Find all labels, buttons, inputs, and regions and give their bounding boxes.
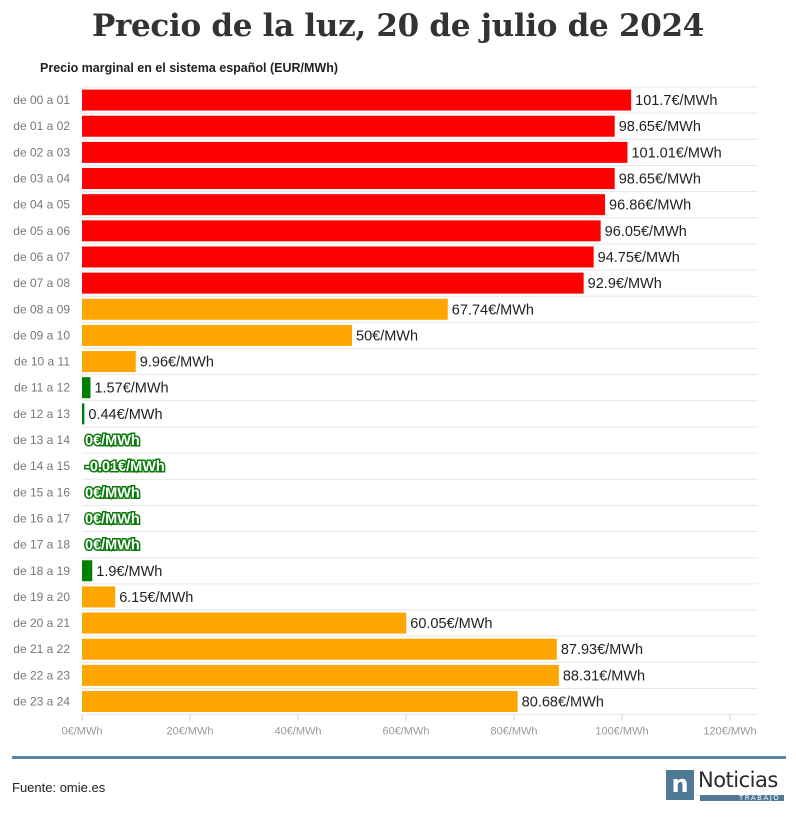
category-label: de 19 a 20 xyxy=(13,590,70,604)
bar-chart: de 00 a 01 101.7€/MWh de 01 a 02 98.65€/MWh… xyxy=(13,86,758,738)
bar-value-label: 80.68€/MWh xyxy=(522,695,604,711)
bar-value-label: 98.65€/MWh xyxy=(619,119,701,135)
x-tick-label: 0€/MWh xyxy=(62,726,103,738)
logo-wordmark: Noticias xyxy=(698,768,778,792)
bar xyxy=(82,560,93,582)
bar-value-label: 87.93€/MWh xyxy=(561,642,643,658)
bar-value-label: -0.01€/MWh xyxy=(85,459,165,475)
bar-value-label: 0€/MWh xyxy=(85,433,140,449)
bar-value-label: 0€/MWh xyxy=(85,538,140,554)
category-label: de 12 a 13 xyxy=(13,407,70,421)
category-label: de 08 a 09 xyxy=(13,302,70,316)
bar-value-label: 101.01€/MWh xyxy=(631,145,721,161)
bar-value-label: 1.57€/MWh xyxy=(94,381,168,397)
category-label: de 00 a 01 xyxy=(13,93,70,107)
bar xyxy=(82,141,628,163)
bar xyxy=(82,691,518,713)
chart-labels: de 00 a 01 101.7€/MWh de 01 a 02 98.65€/MWh… xyxy=(13,93,721,710)
bar-value-label: 88.31€/MWh xyxy=(563,668,645,684)
category-label: de 06 a 07 xyxy=(13,250,70,264)
chart-bars xyxy=(82,89,632,713)
bar-value-label: 67.74€/MWh xyxy=(452,302,534,318)
bar xyxy=(82,298,448,320)
category-label: de 22 a 23 xyxy=(13,668,70,682)
bar-value-label: 1.9€/MWh xyxy=(96,564,162,580)
bar xyxy=(82,351,136,373)
x-tick-label: 100€/MWh xyxy=(595,726,648,738)
bar xyxy=(82,324,352,346)
logo-mark: n xyxy=(666,770,694,800)
category-label: de 11 a 12 xyxy=(14,381,70,395)
bar-value-label: 94.75€/MWh xyxy=(598,250,680,266)
category-label: de 21 a 22 xyxy=(13,642,70,656)
category-label: de 02 a 03 xyxy=(13,145,70,159)
noticias-trabajo-logo[interactable]: n Noticias TRABAJO xyxy=(666,768,786,802)
category-label: de 18 a 19 xyxy=(13,564,70,578)
source-note: Fuente: omie.es xyxy=(12,780,106,795)
bar xyxy=(82,246,594,268)
bar xyxy=(82,168,615,190)
x-tick-label: 40€/MWh xyxy=(274,726,321,738)
chart-title: Precio de la luz, 20 de julio de 2024 xyxy=(91,8,705,44)
bar-value-label: 101.7€/MWh xyxy=(635,93,717,109)
bar-value-label: 92.9€/MWh xyxy=(588,276,662,292)
bar xyxy=(82,612,407,634)
x-tick-label: 120€/MWh xyxy=(703,726,756,738)
bar-value-label: 50€/MWh xyxy=(356,328,418,344)
category-label: de 20 a 21 xyxy=(13,616,70,630)
category-label: de 07 a 08 xyxy=(13,276,70,290)
category-label: de 23 a 24 xyxy=(13,695,70,709)
bar xyxy=(82,664,559,686)
bar-value-label: 96.86€/MWh xyxy=(609,198,691,214)
bar xyxy=(82,115,615,137)
bar xyxy=(82,638,557,660)
bar-value-label: 96.05€/MWh xyxy=(605,224,687,240)
category-label: de 16 a 17 xyxy=(13,511,70,525)
category-label: de 09 a 10 xyxy=(13,328,70,342)
bar-value-label: 9.96€/MWh xyxy=(140,355,214,371)
chart-subtitle: Precio marginal en el sistema español (E… xyxy=(40,61,338,75)
bar-value-label: 98.65€/MWh xyxy=(619,172,701,188)
category-label: de 03 a 04 xyxy=(13,172,70,186)
category-label: de 04 a 05 xyxy=(13,198,70,212)
bar-value-label: 0.44€/MWh xyxy=(88,407,162,423)
bar-value-label: 60.05€/MWh xyxy=(410,616,492,632)
category-label: de 10 a 11 xyxy=(14,355,70,369)
category-label: de 13 a 14 xyxy=(13,433,70,447)
bar xyxy=(82,89,632,111)
x-tick-label: 20€/MWh xyxy=(166,726,213,738)
chart-grid xyxy=(82,86,758,716)
x-axis: 0€/MWh 20€/MWh 40€/MWh 60€/MWh 80€/MWh 100€/M… xyxy=(62,714,757,738)
bar xyxy=(82,194,606,216)
logo-underline xyxy=(700,795,784,801)
category-label: de 15 a 16 xyxy=(13,485,70,499)
category-label: de 05 a 06 xyxy=(13,224,70,238)
bar xyxy=(82,403,85,425)
bar xyxy=(82,272,584,294)
footer-divider xyxy=(12,756,786,759)
x-tick-label: 80€/MWh xyxy=(490,726,537,738)
bar-value-label: 0€/MWh xyxy=(85,485,140,501)
bar xyxy=(82,586,116,608)
bar-value-label: 6.15€/MWh xyxy=(119,590,193,606)
bar xyxy=(82,220,601,242)
logo-subtext: TRABAJO xyxy=(739,794,781,802)
category-label: de 17 a 18 xyxy=(13,538,70,552)
category-label: de 14 a 15 xyxy=(13,459,70,473)
category-label: de 01 a 02 xyxy=(13,119,70,133)
x-tick-label: 60€/MWh xyxy=(382,726,429,738)
bar-value-label: 0€/MWh xyxy=(85,511,140,527)
bar xyxy=(82,377,91,399)
